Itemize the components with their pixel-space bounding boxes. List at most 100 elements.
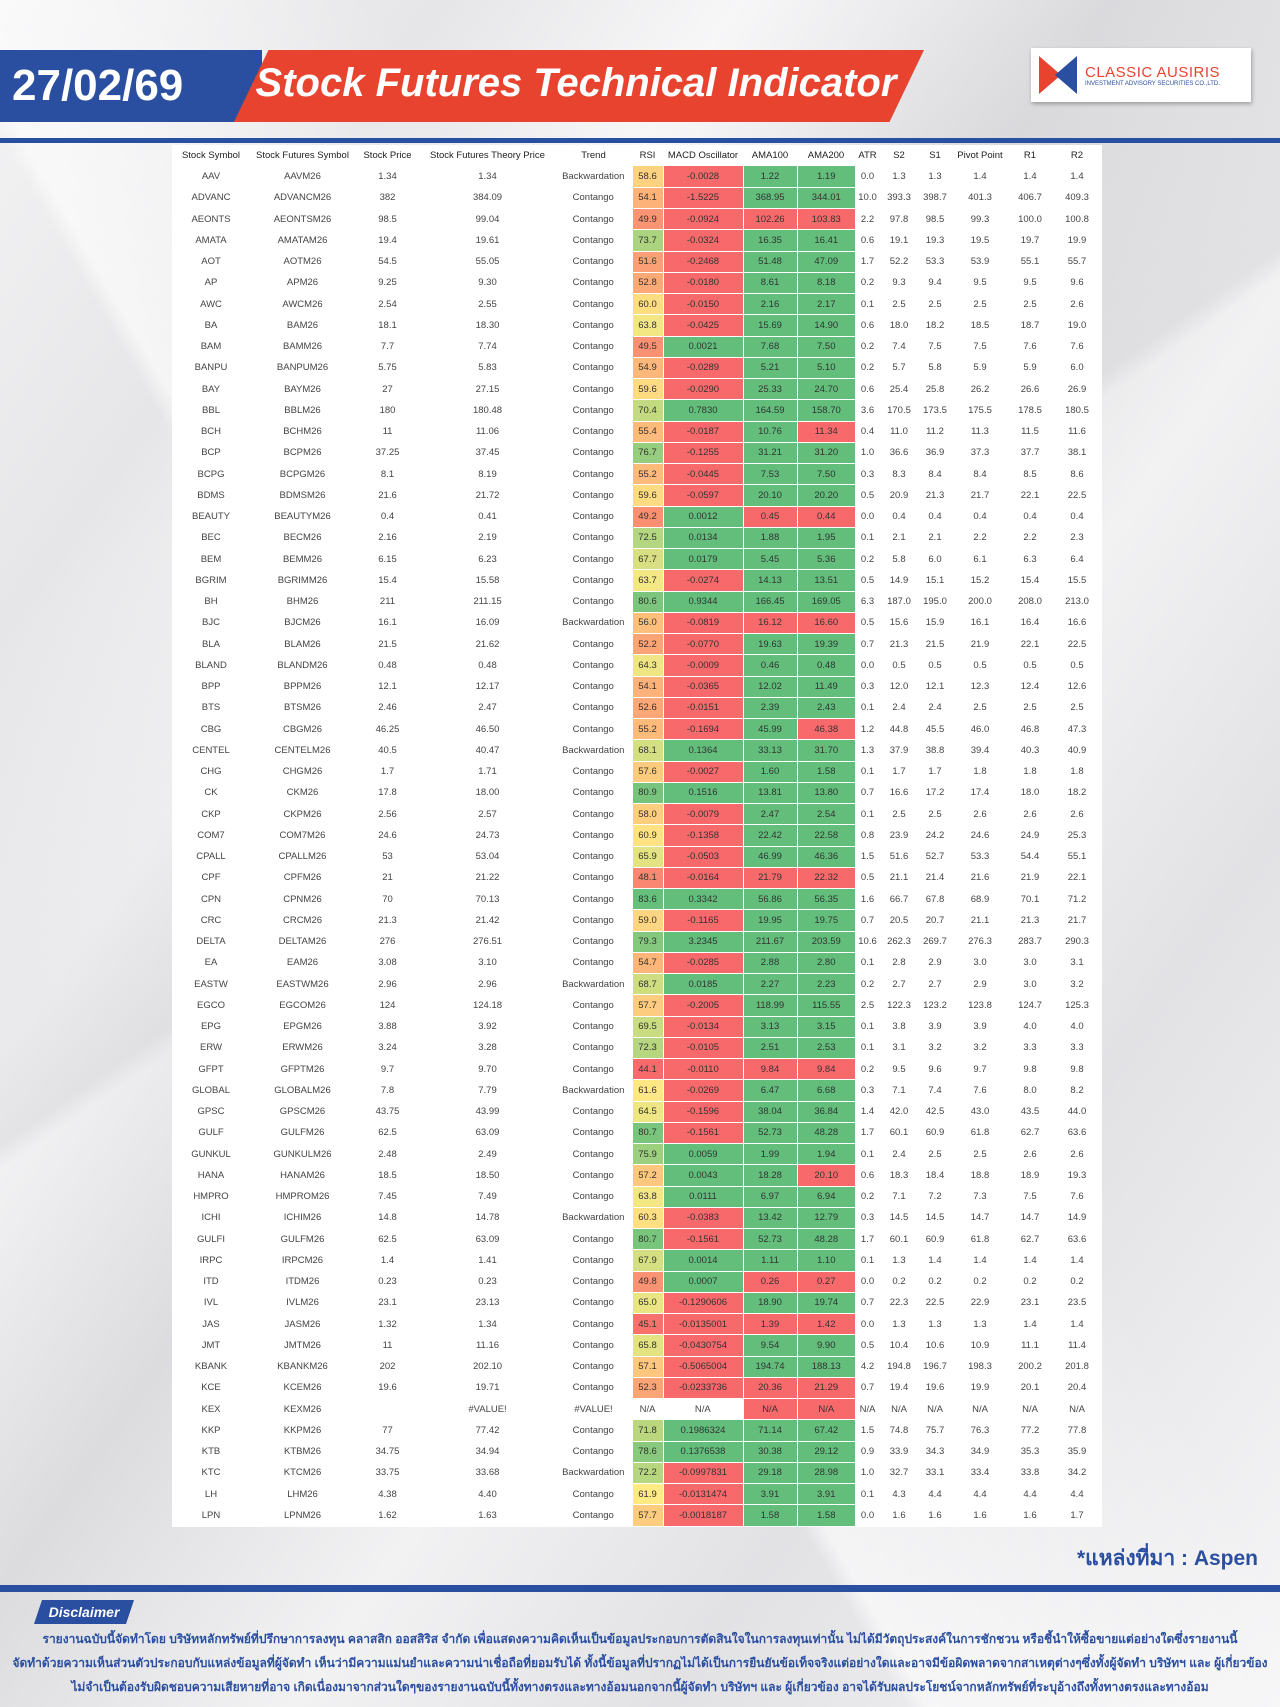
cell-r1: 9.8 [1008,1058,1052,1081]
cell-trend: Contango [555,633,632,656]
cell-s2: 2.7 [880,973,918,996]
column-header-ama200: AMA200 [807,150,845,161]
cell-r2: 2.6 [1052,293,1102,316]
cell-s2: 2.4 [880,1143,918,1166]
cell-rsi: 58.6 [631,166,663,188]
cell-r2: 8.6 [1052,463,1102,486]
cell-r1: 62.7 [1008,1122,1052,1145]
cell-trend: Contango [555,1313,632,1336]
cell-ama200: 2.43 [796,697,855,720]
column-header-stock-symbol: Stock Symbol [181,150,241,161]
cell-macd: -0.0105 [662,1037,743,1060]
cell-ama100: 3.91 [742,1483,797,1506]
cell-r2: 22.1 [1052,867,1102,890]
cell-pivot-point: 16.1 [952,612,1008,635]
cell-trend: Contango [555,1356,632,1378]
cell-theory-price: 15.58 [420,569,555,592]
cell-theory-price: 124.18 [420,994,555,1017]
cell-pivot-point: 18.5 [952,314,1008,337]
cell-trend: Contango [555,1016,632,1038]
cell-ama200: 5.10 [796,357,855,380]
table-row: CPN CPNM26 70 70.13 Contango 83.6 0.3342 56.86 5… [172,888,1102,911]
cell-r2: 0.5 [1052,654,1102,677]
cell-ama200: 22.32 [796,867,855,890]
table-row: BEC BECM26 2.16 2.19 Contango 72.5 0.0134 1.88 1… [172,527,1102,550]
cell-s2: 36.6 [880,442,918,465]
cell-futures-symbol: AOTM26 [250,251,355,273]
cell-pivot-point: 2.2 [952,527,1008,550]
cell-r1: 178.5 [1008,399,1052,422]
cell-r1: 100.0 [1008,208,1052,231]
cell-s2: 5.7 [880,357,918,380]
cell-rsi: 52.3 [631,1377,663,1400]
cell-trend: Contango [555,1377,632,1400]
cell-s1: 34.3 [918,1441,952,1463]
cell-ama100: 16.12 [742,612,797,635]
cell-s1: 21.4 [918,867,952,890]
cell-r2: 25.3 [1052,824,1102,847]
cell-ama200: 24.70 [796,378,855,401]
cell-r2: 180.5 [1052,399,1102,422]
cell-theory-price: 18.30 [420,314,555,337]
cell-r1: 0.5 [1008,654,1052,677]
cell-macd: -0.1561 [662,1228,743,1251]
cell-theory-price: 9.30 [420,272,555,295]
cell-ama100: 19.63 [742,633,797,656]
cell-s2: 23.9 [880,824,918,847]
table-row: CPF CPFM26 21 21.22 Contango 48.1 -0.0164 21.79… [172,867,1102,890]
cell-stock-symbol: KEX [172,1398,250,1421]
cell-s1: 42.5 [918,1101,952,1123]
cell-ama100: 10.76 [742,421,797,443]
cell-atr: 0.5 [855,867,880,890]
cell-theory-price: 21.22 [420,867,555,890]
column-header-s1: S1 [929,150,941,161]
cell-ama200: 46.38 [796,718,855,741]
cell-macd: -0.0430754 [662,1334,743,1357]
cell-rsi: 52.6 [631,697,663,720]
cell-pivot-point: 1.4 [952,1249,1008,1272]
cell-stock-price: 54.5 [355,251,420,273]
cell-macd: -0.1694 [662,718,743,741]
cell-pivot-point: 3.0 [952,952,1008,975]
cell-futures-symbol: AWCM26 [250,293,355,316]
cell-stock-symbol: BDMS [172,484,250,507]
cell-stock-symbol: EA [172,952,250,975]
cell-r2: 2.3 [1052,527,1102,550]
cell-ama100: 46.99 [742,846,797,868]
cell-s1: 0.4 [918,506,952,528]
cell-r2: 3.2 [1052,973,1102,996]
column-header-macd: MACD Oscillator [667,150,739,161]
cell-theory-price: #VALUE! [420,1398,555,1421]
cell-s2: 0.2 [880,1271,918,1293]
cell-ama100: 3.13 [742,1016,797,1038]
cell-stock-price: 0.4 [355,506,420,528]
cell-trend: Contango [555,1271,632,1293]
cell-rsi: 57.7 [631,994,663,1017]
cell-macd: -0.0164 [662,867,743,890]
cell-theory-price: 2.96 [420,973,555,996]
cell-macd: -0.0819 [662,612,743,635]
cell-ama100: 1.99 [742,1143,797,1166]
cell-stock-symbol: CPF [172,867,250,890]
cell-pivot-point: 26.2 [952,378,1008,401]
cell-r2: 1.4 [1052,166,1102,188]
cell-ama100: 20.10 [742,484,797,507]
cell-stock-price: 37.25 [355,442,420,465]
cell-ama100: 25.33 [742,378,797,401]
cell-stock-symbol: JMT [172,1334,250,1357]
table-row: AMATA AMATAM26 19.4 19.61 Contango 73.7 -0.032… [172,229,1102,252]
cell-macd: -0.0924 [662,208,743,231]
cell-s1: 21.3 [918,484,952,507]
cell-r1: 14.7 [1008,1207,1052,1230]
cell-r2: 2.5 [1052,697,1102,720]
cell-ama200: 11.49 [796,676,855,698]
cell-stock-price: 9.7 [355,1058,420,1081]
cell-pivot-point: 21.7 [952,484,1008,507]
cell-atr: 1.0 [855,1462,880,1485]
cell-futures-symbol: BPPM26 [250,676,355,698]
cell-r1: 11.5 [1008,421,1052,443]
cell-r2: 44.0 [1052,1101,1102,1123]
cell-stock-price: 70 [355,888,420,911]
cell-stock-price: 11 [355,1334,420,1357]
cell-ama100: 1.88 [742,527,797,550]
